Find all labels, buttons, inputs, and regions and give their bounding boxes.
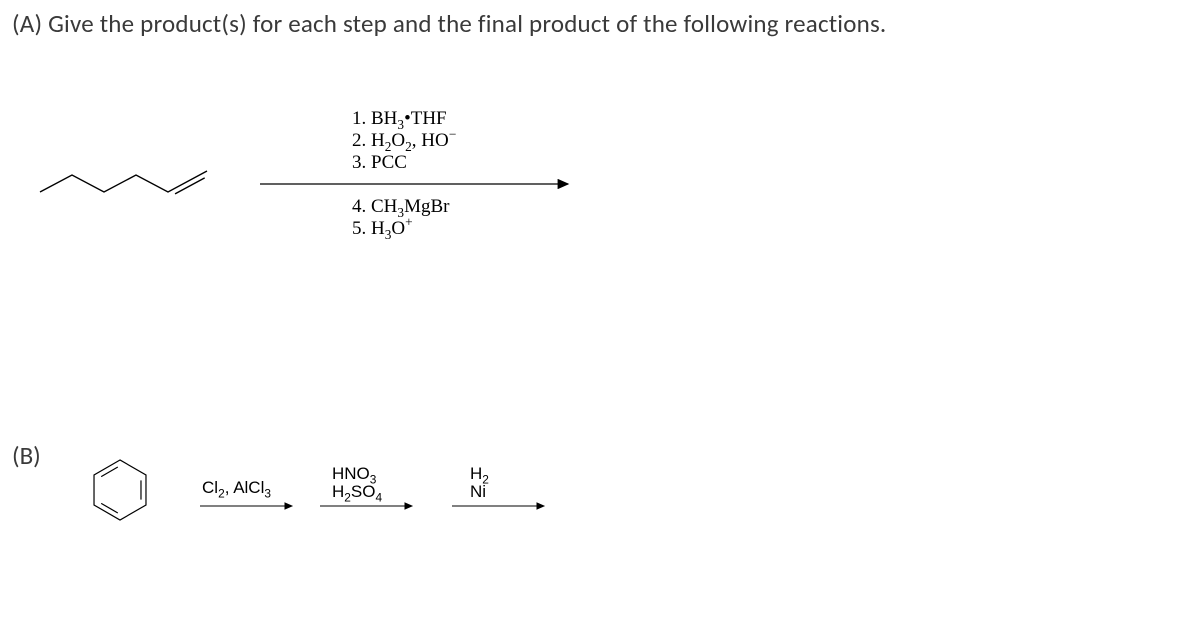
drawing-layer xyxy=(0,0,1200,638)
page-root: (A) Give the product(s) for each step an… xyxy=(0,0,1200,638)
benzene-ring xyxy=(94,460,146,520)
alkene-skeleton xyxy=(40,171,207,192)
